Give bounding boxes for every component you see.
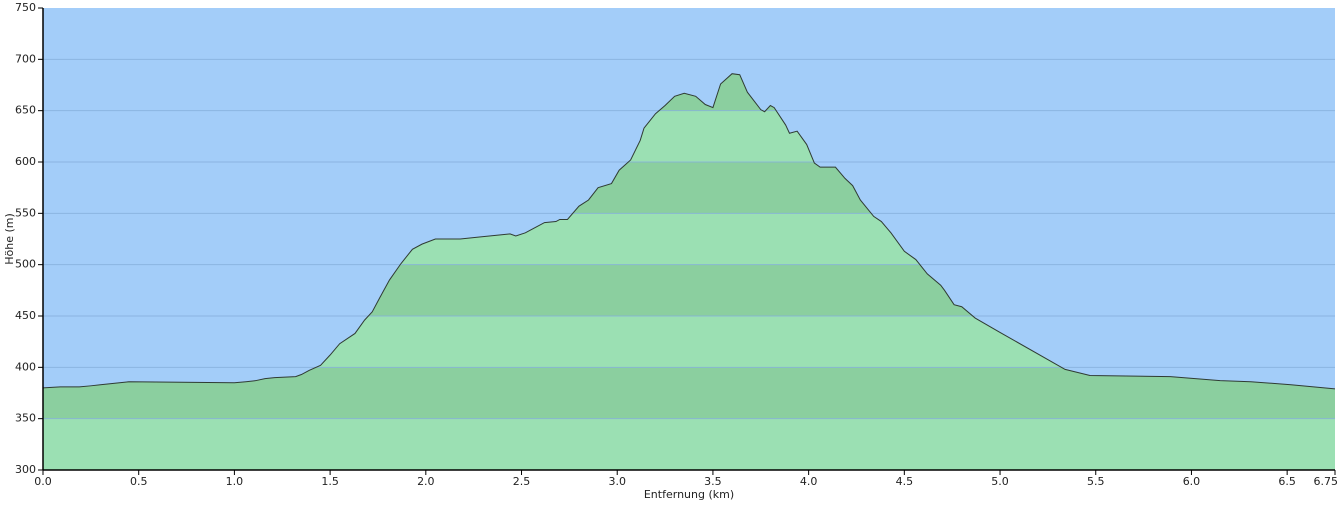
x-tick-label: 5.0: [991, 475, 1009, 488]
x-tick-label: 6.0: [1183, 475, 1201, 488]
y-tick-label: 750: [15, 1, 36, 14]
y-tick-label: 650: [15, 104, 36, 117]
y-tick-label: 550: [15, 206, 36, 219]
x-tick-label: 1.5: [321, 475, 339, 488]
y-tick-label: 400: [15, 360, 36, 373]
x-tick-label: 0.0: [34, 475, 52, 488]
x-tick-label: 1.0: [226, 475, 244, 488]
y-axis-label: Höhe (m): [3, 213, 16, 265]
y-tick-label: 450: [15, 309, 36, 322]
x-tick-label: 5.5: [1087, 475, 1105, 488]
x-tick-label: 6.75: [1314, 475, 1339, 488]
x-tick-label: 4.5: [896, 475, 914, 488]
x-tick-label: 2.5: [513, 475, 531, 488]
x-tick-label: 0.5: [130, 475, 148, 488]
y-tick-label: 600: [15, 155, 36, 168]
y-tick-label: 700: [15, 52, 36, 65]
y-tick-label: 350: [15, 412, 36, 425]
x-axis-label: Entfernung (km): [644, 488, 734, 501]
profile-line: [42, 73, 1336, 390]
y-tick-label: 300: [15, 463, 36, 476]
x-tick-label: 6.5: [1278, 475, 1296, 488]
x-tick-label: 3.0: [608, 475, 626, 488]
x-tick-label: 2.0: [417, 475, 435, 488]
x-tick-label: 3.5: [704, 475, 722, 488]
x-tick-label: 4.0: [800, 475, 818, 488]
y-tick-label: 500: [15, 258, 36, 271]
